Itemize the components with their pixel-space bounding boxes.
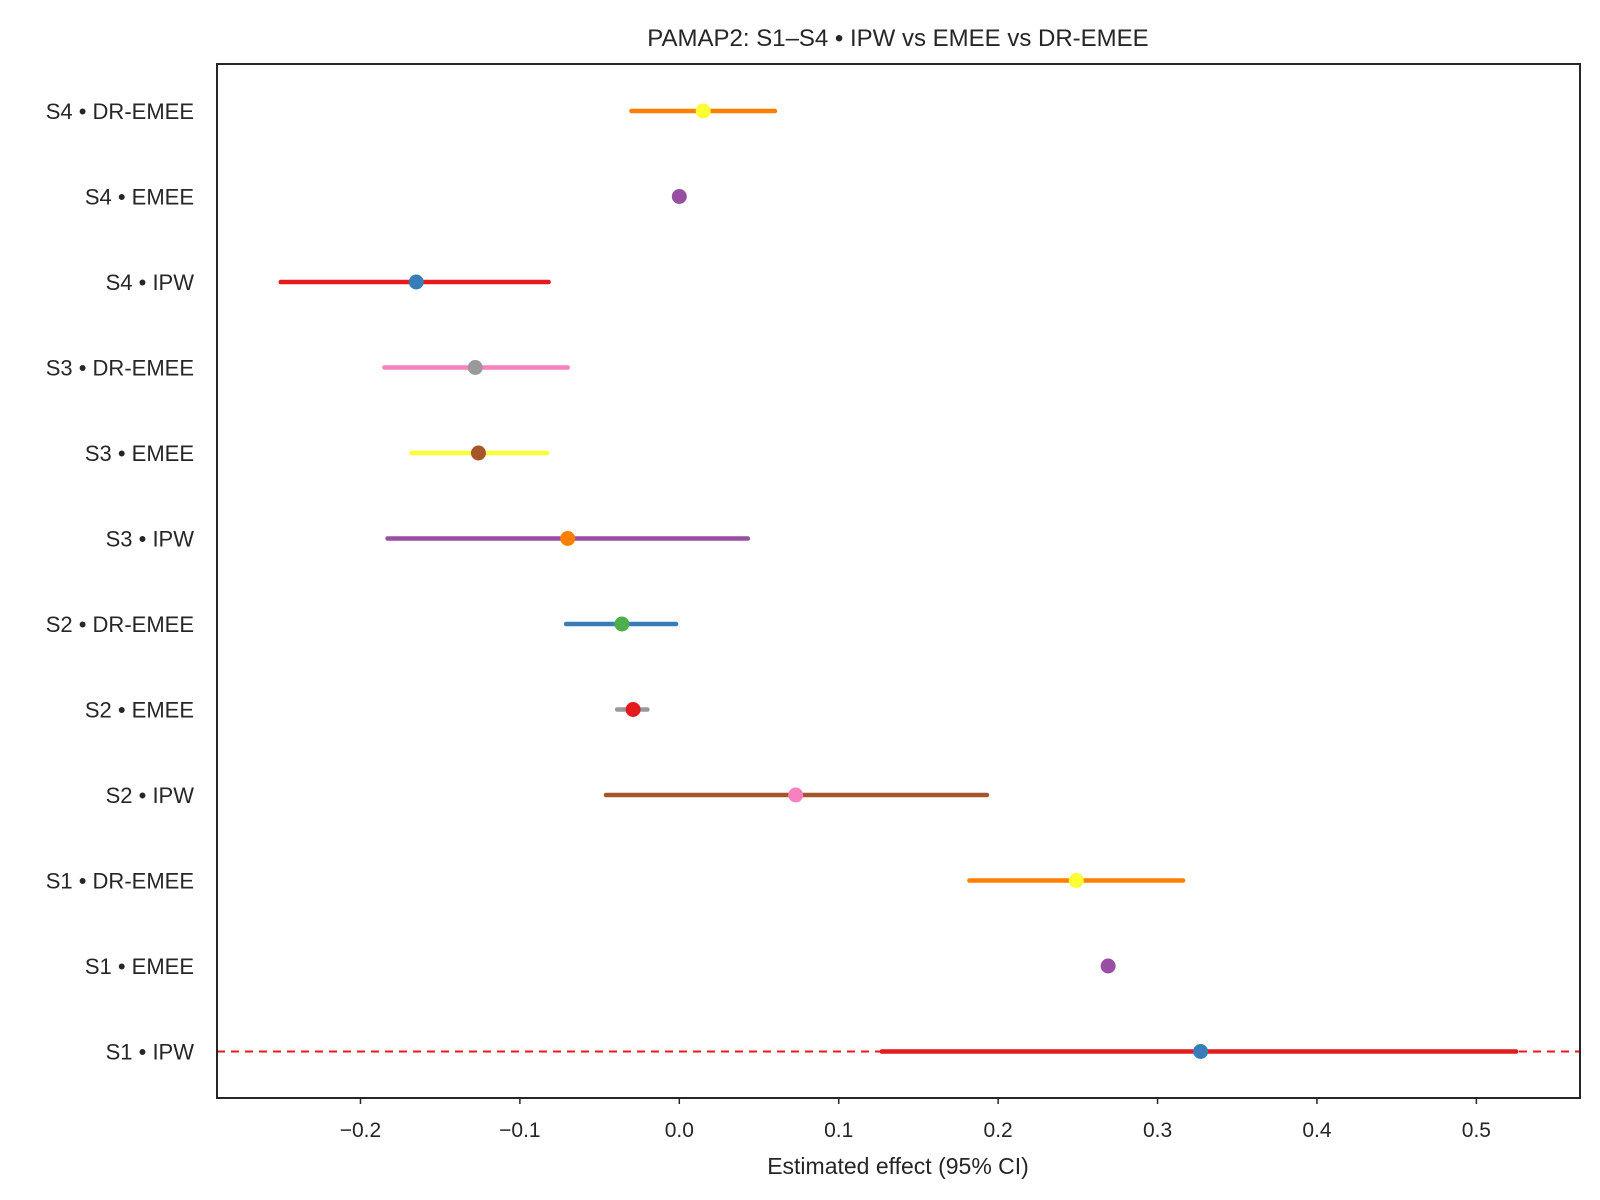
point-estimate bbox=[614, 616, 630, 632]
plot-frame bbox=[216, 63, 1581, 1099]
x-tick-labels: −0.2 −0.1 0.0 0.1 0.2 0.3 0.4 0.5 bbox=[340, 1098, 1491, 1142]
y-tick-label: S4 • EMEE bbox=[85, 185, 194, 210]
forest-row bbox=[409, 445, 550, 461]
plot-data-layer bbox=[217, 103, 1580, 1059]
point-estimate bbox=[1068, 873, 1084, 888]
y-tick-label: S3 • IPW bbox=[106, 527, 195, 552]
forest-row bbox=[563, 616, 679, 632]
y-tick-label: S4 • DR-EMEE bbox=[46, 99, 194, 124]
forest-row bbox=[603, 787, 990, 803]
y-tick-label: S2 • IPW bbox=[106, 783, 195, 808]
point-estimate bbox=[467, 360, 483, 375]
point-estimate bbox=[625, 702, 641, 717]
x-tick-label: 0.4 bbox=[1302, 1119, 1332, 1142]
forest-row bbox=[879, 1044, 1519, 1059]
point-estimate bbox=[1100, 958, 1116, 974]
chart-title: PAMAP2: S1–S4 • IPW vs EMEE vs DR-EMEE bbox=[647, 25, 1148, 52]
point-estimate bbox=[470, 445, 486, 461]
y-tick-label: S1 • EMEE bbox=[85, 954, 194, 979]
forest-row bbox=[629, 103, 778, 119]
y-tick-labels: S4 • DR-EMEE S4 • EMEE S4 • IPW S3 • DR-EME… bbox=[46, 99, 195, 1065]
y-tick-label: S3 • DR-EMEE bbox=[46, 356, 194, 381]
y-tick-label: S2 • DR-EMEE bbox=[46, 612, 194, 637]
x-tick-label: −0.2 bbox=[340, 1119, 381, 1142]
y-tick-label: S1 • DR-EMEE bbox=[46, 869, 194, 894]
x-tick-label: −0.1 bbox=[499, 1119, 540, 1142]
forest-row bbox=[385, 531, 751, 546]
forest-row bbox=[671, 189, 687, 204]
point-estimate bbox=[788, 787, 804, 803]
forest-row bbox=[382, 360, 570, 375]
x-tick-label: 0.0 bbox=[665, 1119, 694, 1142]
point-estimate bbox=[671, 189, 687, 204]
y-tick-label: S3 • EMEE bbox=[85, 441, 194, 466]
x-tick-label: 0.5 bbox=[1462, 1119, 1491, 1142]
y-tick-label: S1 • IPW bbox=[106, 1040, 195, 1065]
y-tick-label: S4 • IPW bbox=[106, 270, 195, 295]
point-estimate bbox=[1193, 1044, 1209, 1059]
x-tick-label: 0.3 bbox=[1143, 1119, 1172, 1142]
forest-row bbox=[614, 702, 650, 717]
forest-row bbox=[1100, 958, 1116, 974]
point-estimate bbox=[695, 103, 711, 119]
point-estimate bbox=[408, 274, 424, 290]
forest-row bbox=[967, 873, 1186, 888]
x-axis-label: Estimated effect (95% CI) bbox=[767, 1153, 1029, 1179]
forest-row bbox=[278, 274, 551, 290]
x-tick-label: 0.2 bbox=[984, 1119, 1013, 1142]
x-tick-label: 0.1 bbox=[824, 1119, 853, 1142]
point-estimate bbox=[560, 531, 576, 546]
y-tick-label: S2 • EMEE bbox=[85, 698, 194, 723]
